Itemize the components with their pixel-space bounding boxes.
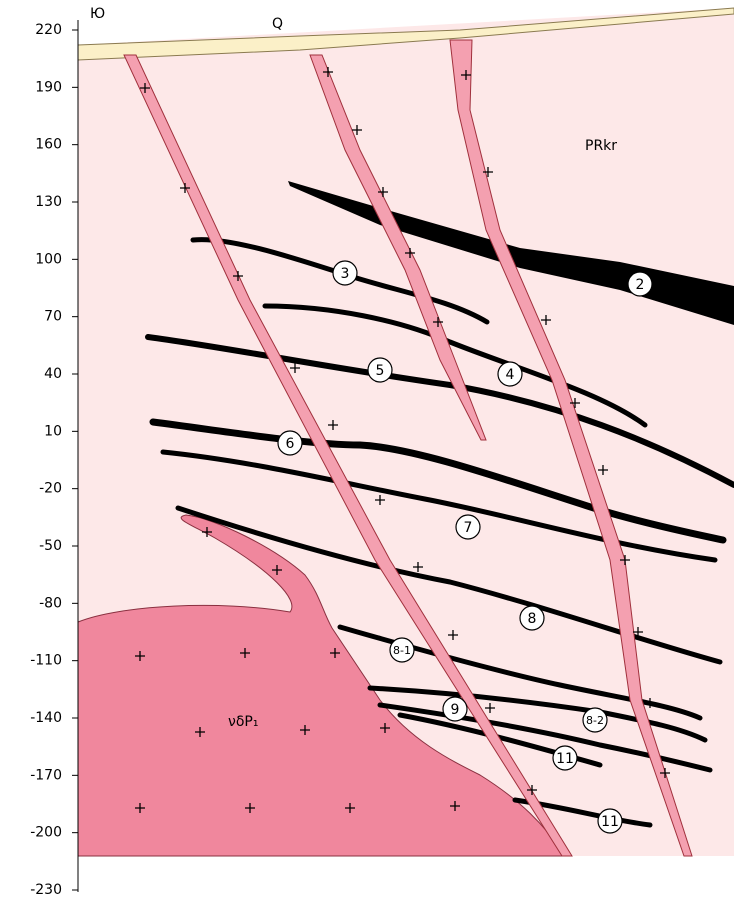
seam-label: 11 (598, 809, 622, 833)
y-tick-label: -200 (30, 825, 62, 841)
seam-label: 2 (628, 272, 652, 296)
y-tick-label: -80 (39, 595, 62, 611)
y-tick-label: -140 (30, 710, 62, 726)
y-ticks: 220 190 160 130 100 70 40 10 -20 -50 -80 -110 -140 -1… (30, 22, 78, 898)
quaternary-label: Q (272, 16, 283, 32)
seam-label-text: 11 (556, 751, 574, 767)
seam-label-text: 8 (528, 611, 537, 627)
seam-label: 4 (498, 362, 522, 386)
host-rock-label: PRkr (585, 138, 617, 154)
y-tick-label: 130 (35, 194, 62, 210)
y-tick-label: 10 (44, 423, 62, 439)
seam-label-text: 4 (506, 367, 515, 383)
y-tick-label: 160 (35, 137, 62, 153)
seam-label-text: 9 (451, 702, 460, 718)
y-tick-label: -110 (30, 653, 62, 669)
seam-label-text: 11 (601, 814, 619, 830)
seam-label: 8-1 (390, 638, 414, 662)
seam-label-text: 7 (464, 520, 473, 536)
seam-label: 9 (443, 697, 467, 721)
y-tick-label: -20 (39, 481, 62, 497)
seam-label: 7 (456, 515, 480, 539)
south-label: Ю (90, 6, 105, 22)
seam-label: 11 (553, 746, 577, 770)
seam-label: 6 (278, 431, 302, 455)
seam-label-text: 3 (341, 266, 350, 282)
geological-section: 220 190 160 130 100 70 40 10 -20 -50 -80 -110 -140 -1… (0, 0, 734, 899)
y-tick-label: -50 (39, 538, 62, 554)
seam-label-text: 2 (636, 277, 645, 293)
y-tick-label: 220 (35, 22, 62, 38)
seam-label-text: 8-1 (393, 644, 411, 657)
seam-label: 8-2 (583, 708, 607, 732)
seam-label-text: 5 (376, 363, 385, 379)
seam-label: 5 (368, 358, 392, 382)
y-tick-label: -170 (30, 767, 62, 783)
seam-label: 3 (333, 261, 357, 285)
seam-label: 8 (520, 606, 544, 630)
y-tick-label: 40 (44, 366, 62, 382)
y-tick-label: 70 (44, 309, 62, 325)
y-tick-label: 100 (35, 251, 62, 267)
seam-label-text: 6 (286, 436, 295, 452)
y-tick-label: -230 (30, 882, 62, 898)
intrusion-label: νδP₁ (228, 714, 258, 730)
y-tick-label: 190 (35, 79, 62, 95)
seam-label-text: 8-2 (586, 714, 604, 727)
